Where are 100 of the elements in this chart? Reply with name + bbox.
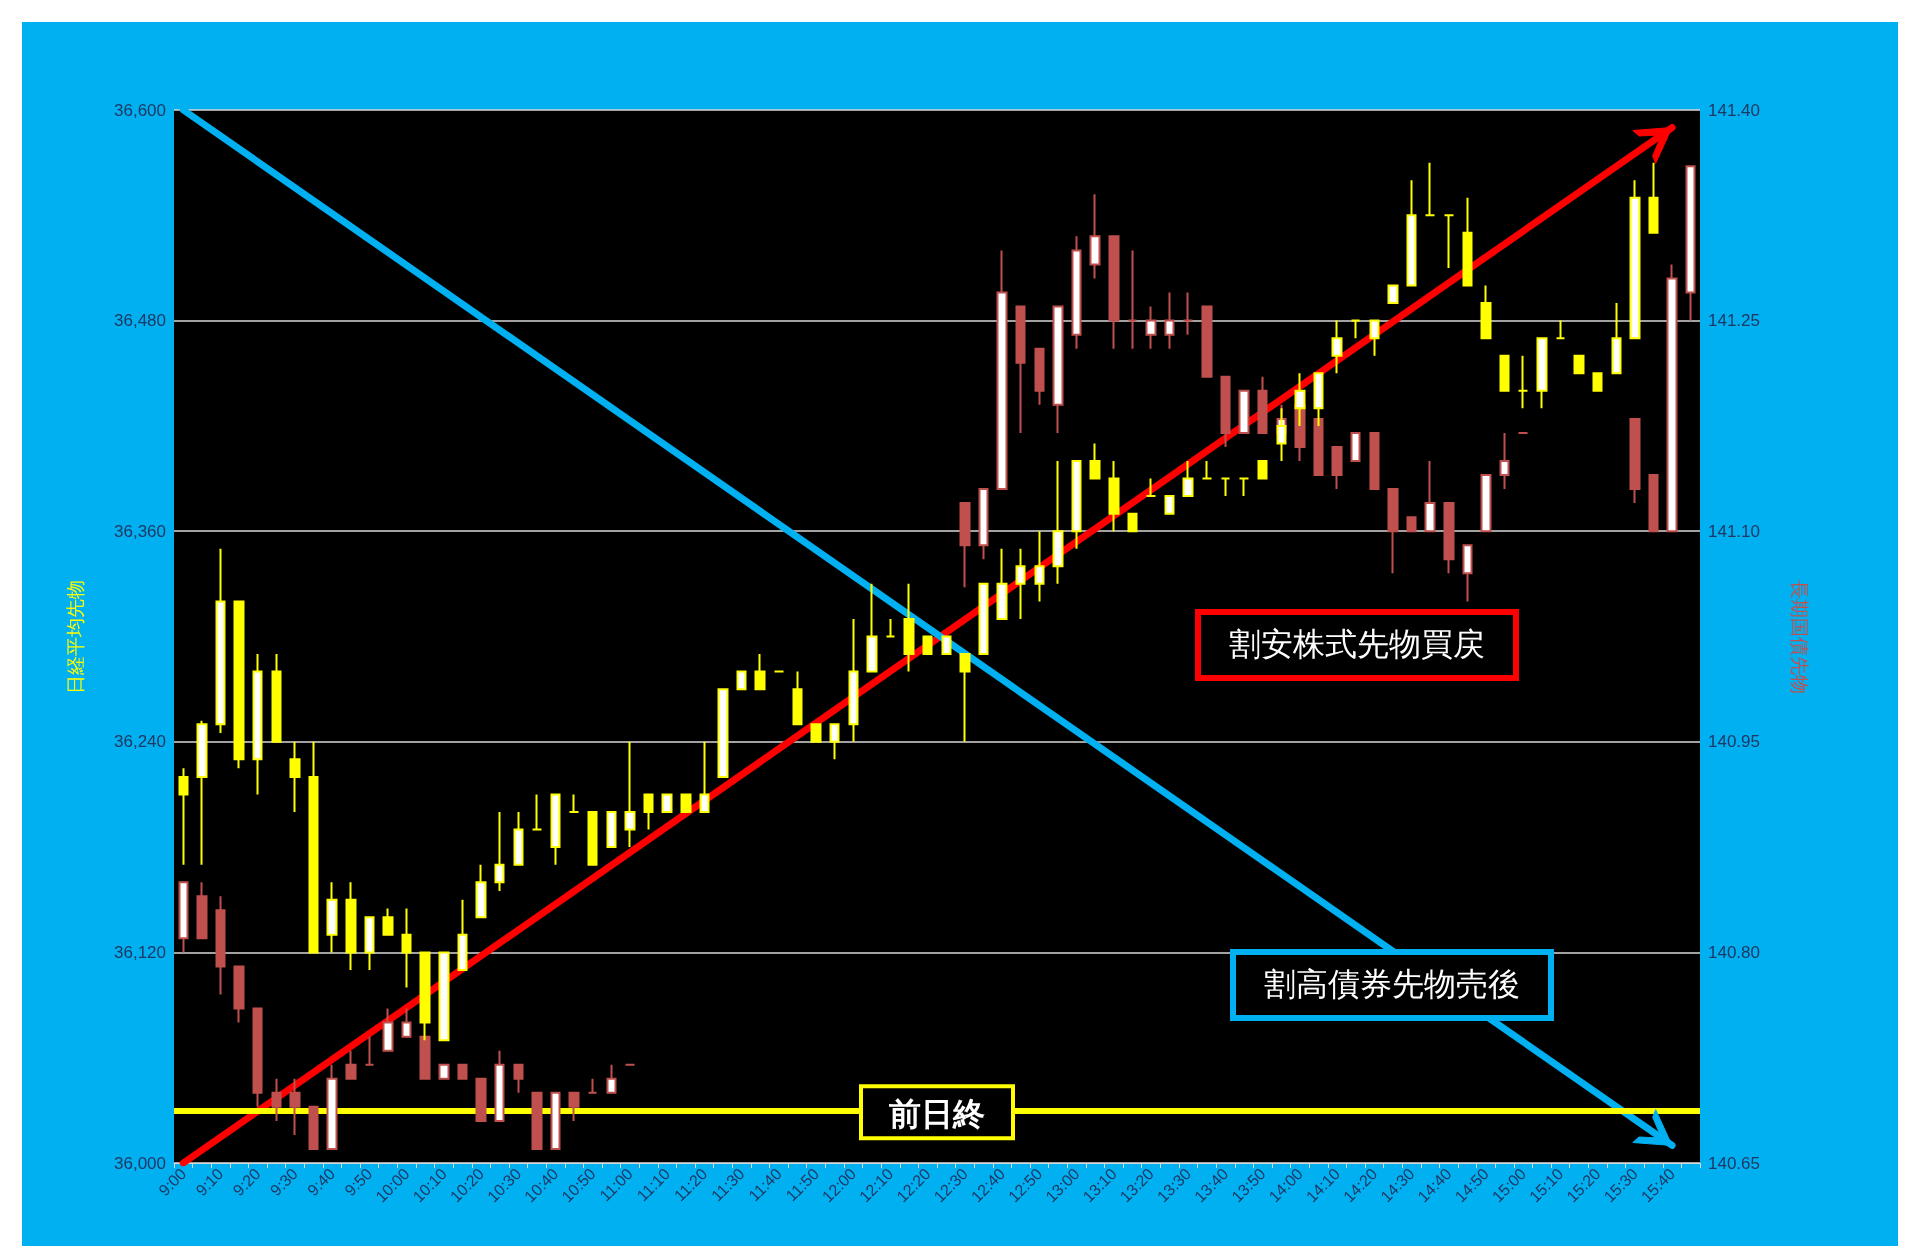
candlestick (326, 1063, 338, 1150)
candlestick (1629, 417, 1641, 505)
candlestick (1220, 477, 1231, 498)
candlestick (1201, 305, 1213, 378)
y-tick-label: 36,360 (114, 521, 166, 541)
candlestick (364, 1035, 375, 1066)
candlestick (1164, 291, 1175, 350)
candlestick (661, 793, 673, 813)
candlestick (1424, 161, 1436, 217)
candlestick (345, 1049, 357, 1080)
candlestick (252, 1007, 263, 1108)
candlestick (1238, 477, 1250, 498)
candlestick (643, 793, 654, 831)
candlestick (1089, 442, 1101, 480)
candlestick (996, 249, 1008, 491)
candlestick (866, 582, 878, 673)
candlestick (1331, 445, 1343, 491)
candlestick (699, 740, 710, 813)
candlestick (196, 719, 208, 866)
candlestick (959, 653, 971, 743)
candlestick (215, 547, 226, 735)
candlestick (941, 635, 952, 656)
candlestick (1443, 214, 1455, 269)
y2-axis-title: 長期国債先物 (1788, 579, 1811, 694)
x-tick-label: 9:10 (192, 1164, 227, 1200)
candlestick (1369, 431, 1380, 491)
candlestick (457, 898, 468, 971)
candlestick (178, 881, 189, 954)
candlestick (308, 1105, 319, 1150)
candlestick (1480, 474, 1492, 533)
y-tick-label: 36,120 (114, 942, 166, 962)
candlestick (1629, 179, 1641, 340)
candlestick (1108, 460, 1120, 533)
candlestick (1257, 375, 1268, 434)
x-tick-label: 9:30 (266, 1164, 302, 1200)
candlestick (978, 582, 989, 656)
candlestick (1127, 249, 1138, 350)
candlestick (1387, 488, 1399, 575)
candlestick (1350, 431, 1361, 462)
candlestick (1406, 516, 1417, 533)
candlestick (1071, 235, 1082, 350)
candlestick (1406, 179, 1417, 287)
candlestick (1015, 305, 1026, 434)
candlestick (1685, 165, 1696, 322)
x-tick-label: 9:40 (304, 1164, 339, 1200)
candlestick (475, 863, 487, 919)
candlestick (606, 811, 617, 849)
candlestick (754, 653, 766, 691)
candlestick (587, 1077, 598, 1094)
candlestick (568, 1091, 580, 1122)
candlestick (959, 502, 971, 589)
candlestick (922, 635, 933, 656)
candlestick (494, 811, 505, 892)
y2-tick-label: 141.10 (1708, 521, 1760, 541)
annotation: 割安株式先物買戻 (1194, 608, 1519, 681)
candlestick (1350, 319, 1361, 340)
x-tick-label: 9:50 (341, 1164, 376, 1200)
candlestick (810, 723, 822, 743)
candlestick (531, 793, 543, 831)
candlestick (271, 1077, 282, 1122)
candlestick (1145, 477, 1157, 498)
candlestick (1462, 544, 1473, 603)
candlestick (848, 617, 859, 743)
candlestick (494, 1049, 505, 1122)
candlestick (1499, 431, 1510, 491)
candlestick (1387, 284, 1399, 305)
candlestick (326, 881, 338, 954)
candlestick (550, 793, 561, 866)
candlestick (438, 1063, 450, 1080)
candlestick (1257, 460, 1268, 480)
candlestick (513, 1063, 524, 1094)
ref-line-label: 前日終 (889, 1095, 985, 1134)
candlestick (438, 951, 450, 1042)
candlestick (1648, 474, 1659, 533)
candlestick (1462, 196, 1473, 287)
candlestick (1052, 305, 1064, 434)
candlestick (252, 653, 263, 796)
candlestick (978, 488, 989, 561)
y2-tick-label: 141.40 (1708, 100, 1760, 120)
candlestick (513, 811, 524, 866)
y2-tick-label: 140.65 (1708, 1153, 1760, 1173)
candlestick (1331, 319, 1343, 375)
y-tick-label: 36,480 (114, 311, 166, 331)
candlestick (1071, 460, 1082, 550)
candlestick (1034, 530, 1045, 603)
candlestick (1424, 460, 1436, 533)
y-tick-label: 36,000 (114, 1153, 166, 1173)
annotation: 割高債券先物売後 (1229, 949, 1554, 1022)
candlestick (178, 767, 189, 866)
candlestick (1369, 319, 1380, 357)
candlestick (1201, 460, 1213, 480)
y-axis-title: 日経平均先物 (63, 579, 86, 694)
candlestick (382, 1007, 394, 1052)
candlestick (885, 617, 896, 638)
candlestick (1089, 193, 1101, 280)
candlestick (1611, 302, 1622, 375)
candlestick (308, 740, 319, 954)
candlestick (1052, 460, 1064, 585)
candlestick (401, 1007, 412, 1038)
candlestick (1220, 375, 1231, 448)
